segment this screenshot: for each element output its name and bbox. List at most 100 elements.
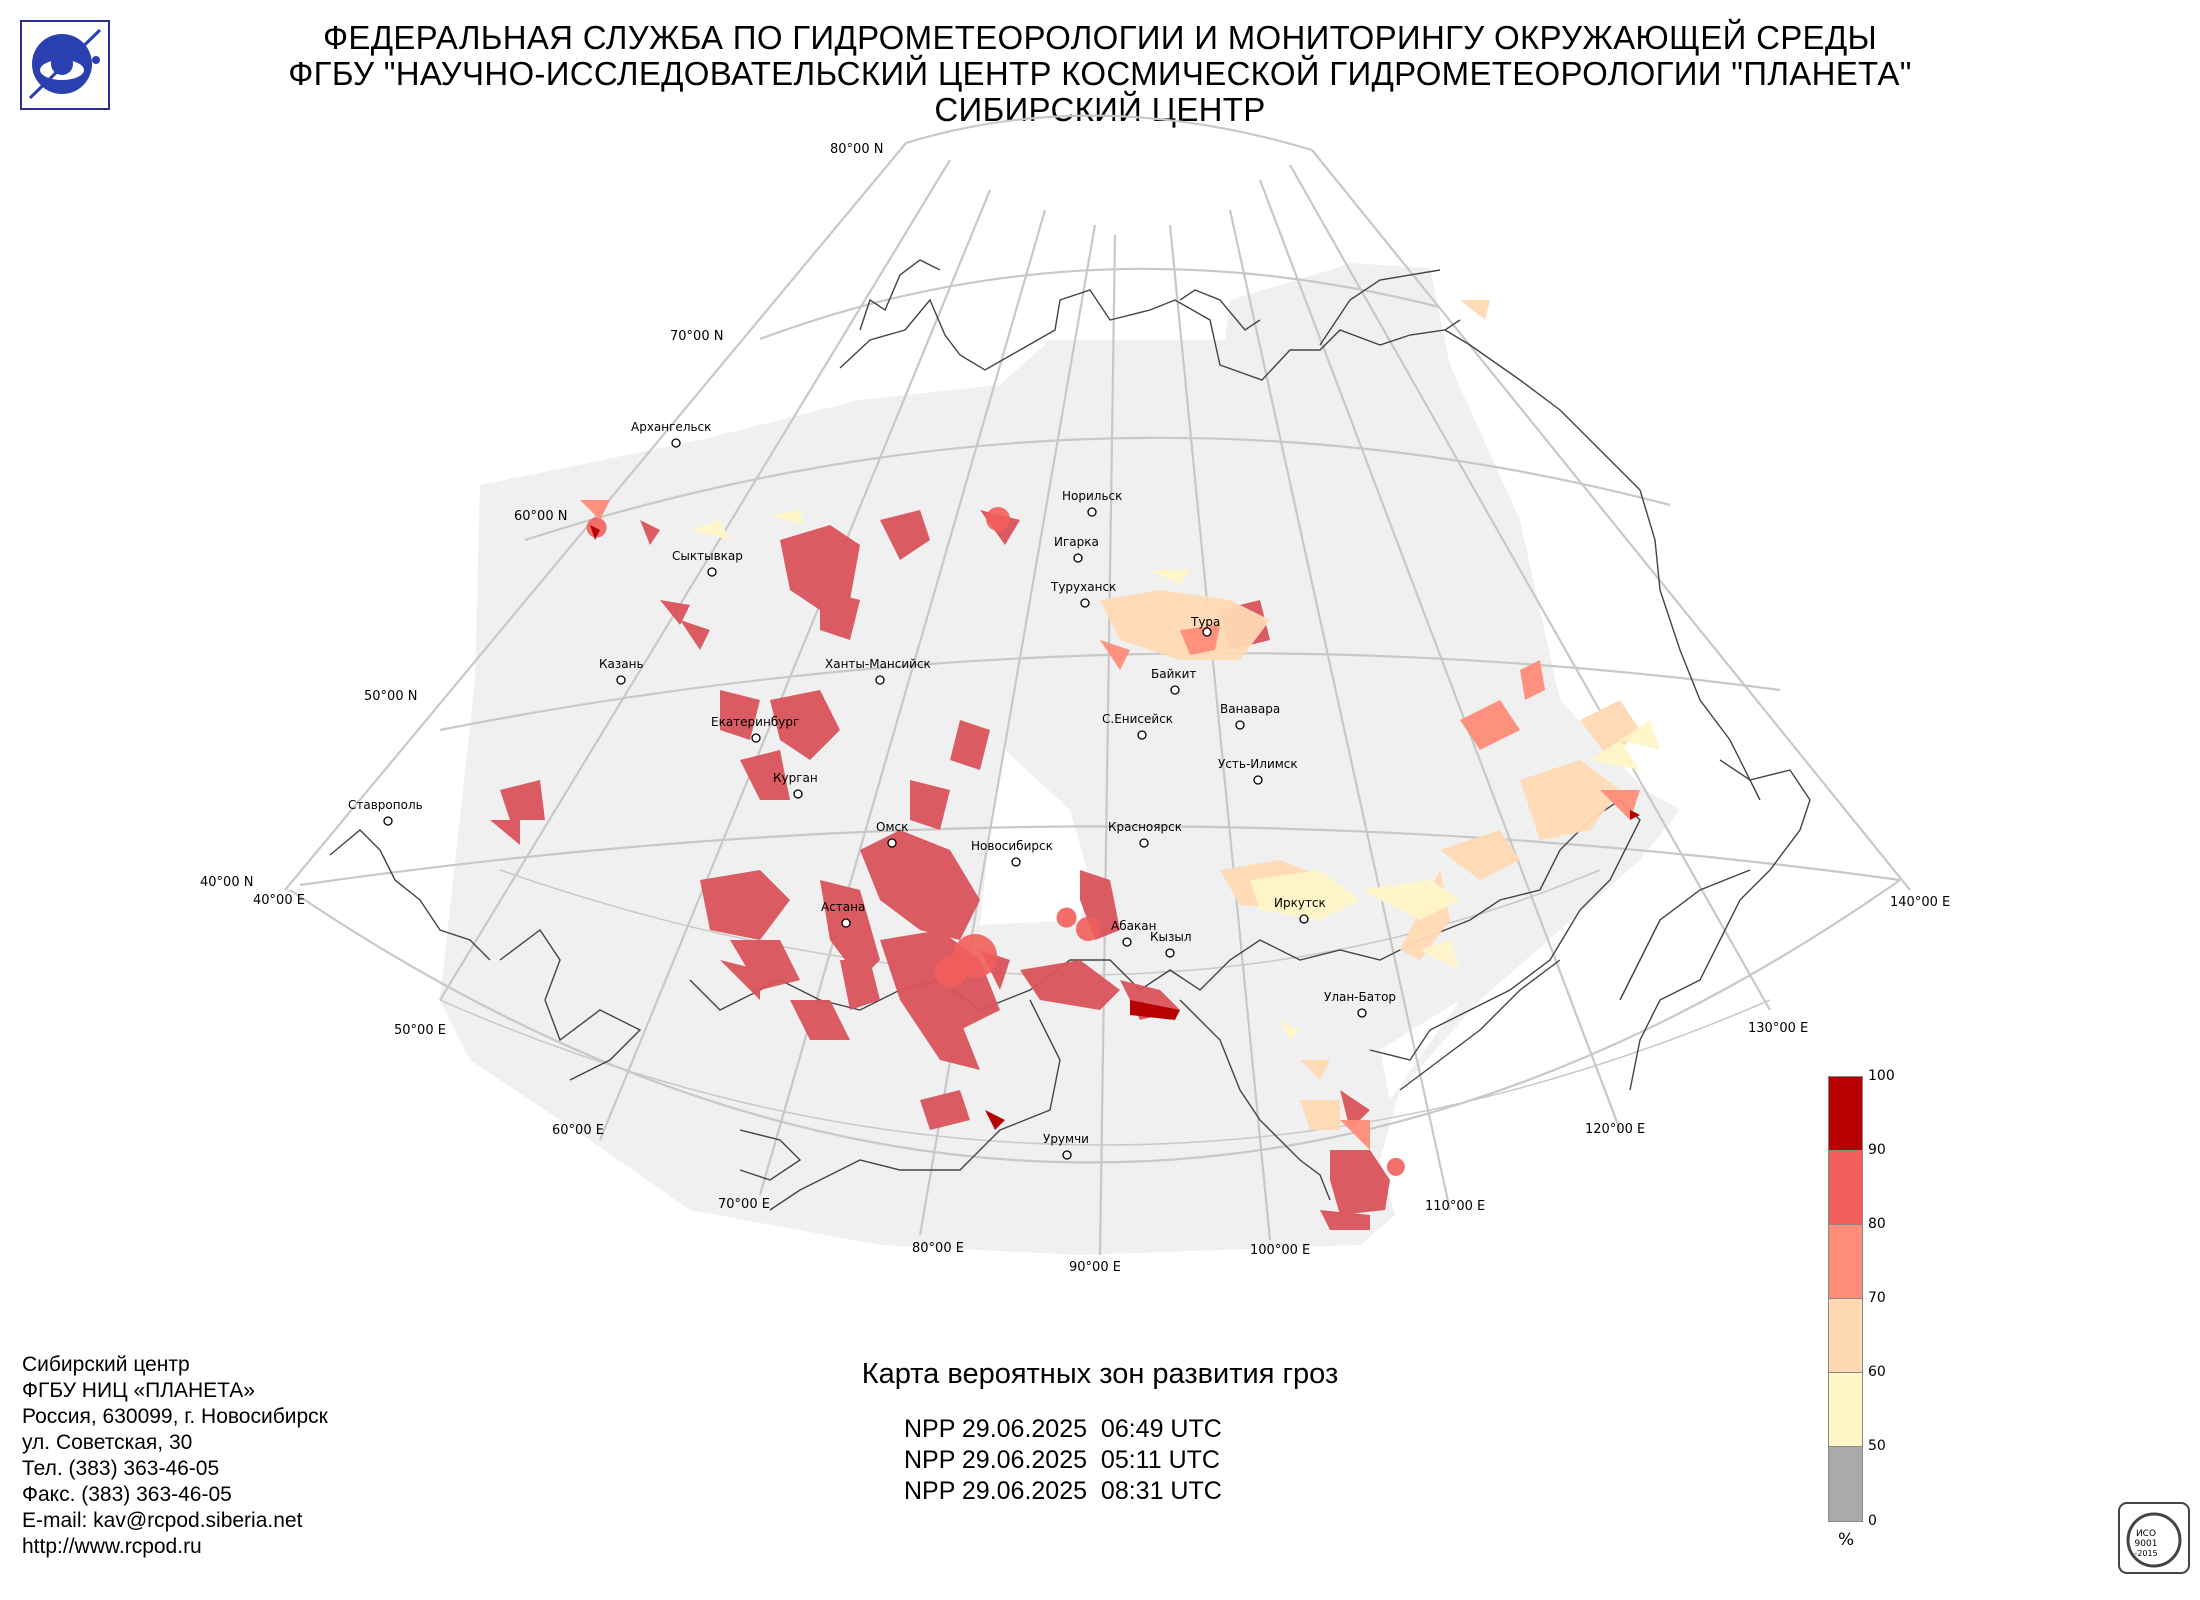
city-marker: [793, 789, 803, 799]
legend-tick-100: 100: [1868, 1068, 1895, 1084]
city-label: Ханты-Мансийск: [825, 657, 931, 671]
longitude-label: 40°00 E: [253, 893, 305, 908]
iso-year: -2015: [2134, 1549, 2157, 1558]
longitude-label: 130°00 E: [1748, 1021, 1808, 1036]
iso-certification-icon: ИСО 9001 -2015: [2118, 1502, 2190, 1574]
city-marker: [1087, 507, 1097, 517]
latitude-label: 80°00 N: [830, 142, 883, 157]
address-line: ФГБУ НИЦ «ПЛАНЕТА»: [22, 1379, 255, 1402]
graticule: [284, 114, 1911, 1256]
legend-tick-90: 90: [1868, 1142, 1886, 1158]
city-marker: [1062, 1150, 1072, 1160]
lat-40: [299, 825, 1901, 887]
city-label: Улан-Батор: [1324, 990, 1396, 1004]
city-marker: [383, 816, 393, 826]
storm-zones: [490, 300, 1660, 1230]
city-label: Игарка: [1054, 535, 1099, 549]
longitude-label: 100°00 E: [1250, 1243, 1310, 1258]
latitude-label: 60°00 N: [514, 509, 567, 524]
map-title: Карта вероятных зон развития гроз: [861, 1358, 1339, 1390]
city-label: Ставрополь: [348, 798, 423, 812]
iso-number: 9001: [2135, 1539, 2158, 1549]
no-data-gap: [980, 750, 1090, 925]
address-phone: Тел. (383) 363-46-05: [22, 1457, 220, 1480]
city-label: Новосибирск: [971, 839, 1053, 853]
city-label: Туруханск: [1050, 580, 1116, 594]
legend-unit: %: [1838, 1530, 1855, 1550]
city-label: Иркутск: [1274, 896, 1326, 910]
city-marker: [875, 675, 885, 685]
city-marker: [1080, 598, 1090, 608]
longitude-label: 110°00 E: [1425, 1199, 1485, 1214]
city-label: Абакан: [1111, 919, 1156, 933]
address-line: Сибирский центр: [22, 1353, 190, 1376]
header-institute: ФГБУ "НАУЧНО-ИССЛЕДОВАТЕЛЬСКИЙ ЦЕНТР КОС…: [288, 55, 1912, 92]
longitude-label: 120°00 E: [1585, 1122, 1645, 1137]
city-label: Усть-Илимск: [1218, 757, 1298, 771]
city-marker: [707, 567, 717, 577]
iso-label: ИСО: [2136, 1529, 2156, 1539]
city-marker: [1011, 857, 1021, 867]
city-marker: [1202, 627, 1212, 637]
city-label: Сыктывкар: [672, 549, 743, 563]
city-marker: [1253, 775, 1263, 785]
latitude-label: 40°00 N: [200, 875, 253, 890]
longitude-label: 90°00 E: [1069, 1260, 1121, 1275]
legend-swatch-70-80: [1828, 1224, 1863, 1300]
legend-tick-60: 60: [1868, 1364, 1886, 1380]
header-center: СИБИРСКИЙ ЦЕНТР: [934, 91, 1266, 128]
city-markers: Архангельск Сыктывкар Казань Ставрополь Екат…: [348, 420, 1396, 1160]
city-label: Астана: [821, 900, 865, 914]
outer-edge: [289, 879, 1901, 1164]
address-email: E-mail: kav@rcpod.siberia.net: [22, 1509, 303, 1532]
satellite-pass: NPP 29.06.2025 05:11 UTC: [904, 1446, 1220, 1474]
city-label: Кызыл: [1150, 930, 1192, 944]
legend-tick-80: 80: [1868, 1216, 1886, 1232]
city-label: С.Енисейск: [1102, 712, 1173, 726]
planeta-logo-icon: [20, 20, 110, 110]
city-label: Казань: [599, 657, 644, 671]
legend-tick-0: 0: [1868, 1513, 1877, 1529]
coverage-area: [440, 263, 1680, 1255]
city-label: Архангельск: [631, 420, 711, 434]
city-marker: [671, 438, 681, 448]
city-label: Ванавара: [1220, 702, 1280, 716]
legend-swatch-90-100: [1828, 1076, 1863, 1152]
city-marker: [1299, 914, 1309, 924]
graticule-labels: 80°00 N 70°00 N 60°00 N 50°00 N 40°00 N40°00…: [200, 142, 1950, 1275]
longitude-label: 50°00 E: [394, 1023, 446, 1038]
contact-address: Сибирский центр ФГБУ НИЦ «ПЛАНЕТА» Росси…: [22, 1352, 328, 1560]
city-marker: [616, 675, 626, 685]
legend-swatch-60-70: [1828, 1298, 1863, 1374]
header-agency: ФЕДЕРАЛЬНАЯ СЛУЖБА ПО ГИДРОМЕТЕОРОЛОГИИ …: [323, 19, 1877, 56]
city-marker: [1122, 937, 1132, 947]
address-line: Россия, 630099, г. Новосибирск: [22, 1405, 328, 1428]
legend-tick-50: 50: [1868, 1438, 1886, 1454]
city-label: Екатеринбург: [711, 715, 799, 729]
city-marker: [1235, 720, 1245, 730]
lat-80: [905, 114, 1313, 152]
latitude-label: 70°00 N: [670, 329, 723, 344]
lat-50: [439, 652, 1781, 732]
address-fax: Факс. (383) 363-46-05: [22, 1483, 232, 1506]
city-marker: [1137, 730, 1147, 740]
satellite-passes: NPP 29.06.2025 06:49 UTC NPP 29.06.2025 …: [904, 1414, 1222, 1507]
city-marker: [751, 733, 761, 743]
satellite-pass: NPP 29.06.2025 08:31 UTC: [904, 1477, 1222, 1505]
city-label: Норильск: [1062, 489, 1122, 503]
city-marker: [1357, 1008, 1367, 1018]
longitude-label: 140°00 E: [1890, 895, 1950, 910]
latitude-label: 50°00 N: [364, 689, 417, 704]
legend-swatch-0-50: [1828, 1446, 1863, 1522]
satellite-pass: NPP 29.06.2025 06:49 UTC: [904, 1415, 1222, 1443]
city-marker: [1139, 838, 1149, 848]
legend-swatch-80-90: [1828, 1150, 1863, 1226]
longitude-label: 80°00 E: [912, 1241, 964, 1256]
lat-70: [759, 267, 1440, 341]
longitude-label: 60°00 E: [552, 1123, 604, 1138]
city-marker: [887, 838, 897, 848]
city-label: Омск: [876, 820, 908, 834]
city-marker: [1165, 948, 1175, 958]
probability-legend: 100 90 80 70 60 50 0 %: [1800, 1068, 1910, 1550]
